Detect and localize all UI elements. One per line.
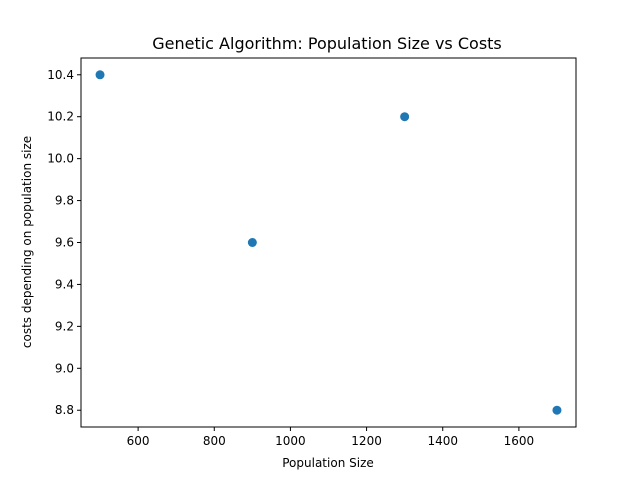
x-tick-label: 1600 — [504, 434, 535, 448]
data-point — [95, 70, 105, 80]
data-point — [552, 405, 562, 415]
plot-frame — [80, 57, 577, 428]
chart-title: Genetic Algorithm: Population Size vs Co… — [152, 34, 502, 53]
x-tick-label: 1000 — [275, 434, 306, 448]
y-tick-label: 8.8 — [55, 403, 74, 417]
y-tick-label: 9.2 — [55, 319, 74, 333]
x-tick-label: 800 — [203, 434, 226, 448]
data-point — [247, 238, 257, 247]
plot-area — [80, 57, 577, 428]
y-axis-ticks: 8.8 9.0 9.2 9.4 9.6 9.8 10.0 10.2 10.4 — [47, 68, 81, 417]
y-tick-label: 9.6 — [55, 236, 74, 250]
y-tick-label: 10.2 — [47, 110, 74, 124]
y-tick-label: 9.8 — [55, 194, 74, 208]
x-axis-ticks: 600 800 1000 1200 1400 1600 — [127, 427, 534, 448]
y-tick-label: 9.4 — [55, 277, 74, 291]
y-axis-label: costs depending on population size — [20, 136, 34, 348]
y-tick-label: 9.0 — [55, 361, 74, 375]
x-tick-label: 600 — [127, 434, 150, 448]
x-tick-label: 1200 — [351, 434, 382, 448]
y-tick-label: 10.4 — [47, 68, 74, 82]
data-points — [95, 70, 562, 415]
x-axis-label: Population Size — [282, 456, 374, 470]
x-tick-label: 1400 — [427, 434, 458, 448]
data-point — [400, 112, 410, 122]
y-tick-label: 10.0 — [47, 152, 74, 166]
